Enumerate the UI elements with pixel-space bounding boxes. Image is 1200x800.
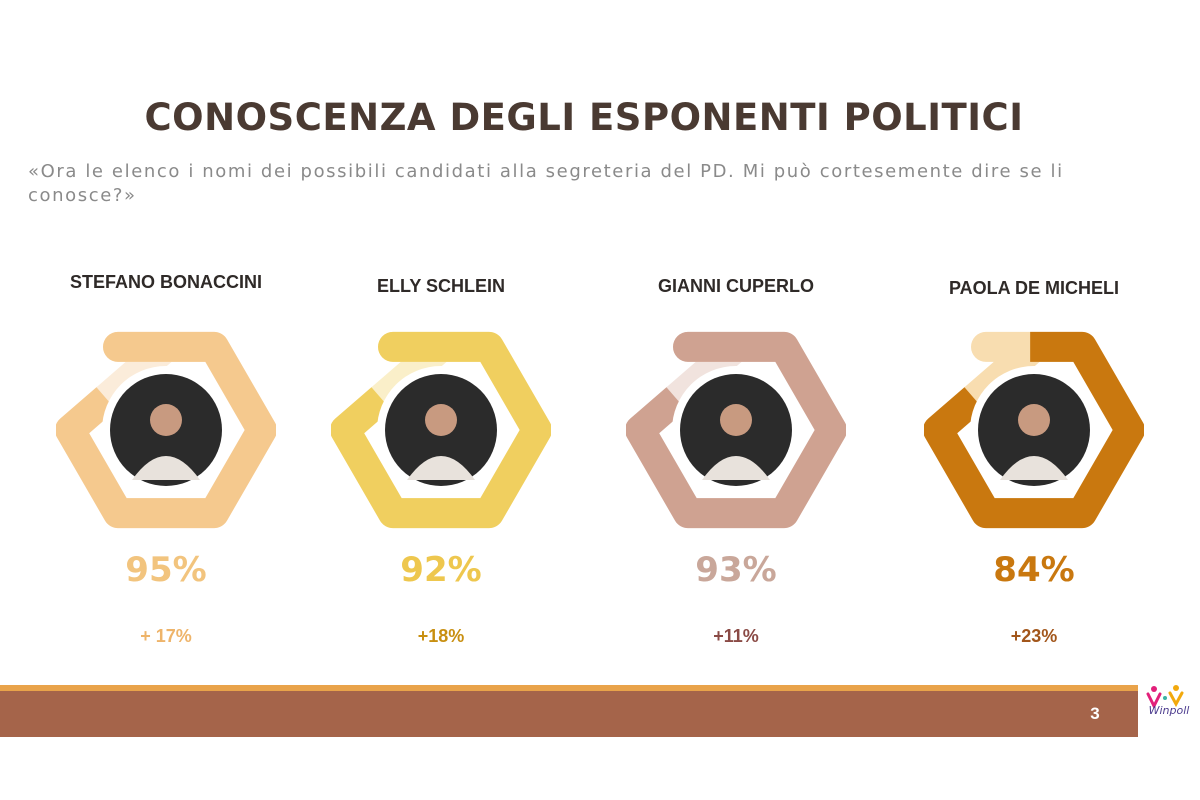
question-text: «Ora le elenco i nomi dei possibili cand… bbox=[28, 161, 1064, 206]
awareness-change: +23% bbox=[1010, 626, 1058, 646]
candidate-panel: STEFANO BONACCINI 95% + 17% bbox=[36, 0, 296, 680]
logo-wordmark: Winpoll bbox=[1148, 704, 1190, 717]
donut-value-segment bbox=[56, 331, 276, 529]
winpoll-logo: Winpoll bbox=[1140, 684, 1198, 724]
logo-figures-icon bbox=[1146, 685, 1184, 710]
candidate-name: PAOLA DE MICHELI bbox=[949, 278, 1119, 298]
person-body-icon bbox=[407, 456, 475, 480]
awareness-donut bbox=[56, 331, 276, 529]
person-head-icon bbox=[1018, 404, 1050, 436]
person-body-icon bbox=[702, 456, 770, 480]
awareness-percentage: 92% bbox=[400, 550, 482, 590]
person-body-icon bbox=[1000, 456, 1068, 480]
awareness-change: +18% bbox=[417, 626, 465, 646]
awareness-donut bbox=[626, 331, 846, 529]
donut-value-segment bbox=[626, 331, 846, 529]
candidate-panel: GIANNI CUPERLO 93% +11% bbox=[606, 0, 866, 680]
candidate-panel: PAOLA DE MICHELI 84% +23% bbox=[904, 0, 1164, 680]
person-head-icon bbox=[425, 404, 457, 436]
awareness-percentage: 95% bbox=[125, 550, 207, 590]
donut-value-segment bbox=[924, 331, 1144, 529]
awareness-change: +11% bbox=[713, 626, 759, 646]
awareness-percentage: 93% bbox=[695, 550, 777, 590]
awareness-donut bbox=[924, 331, 1144, 529]
awareness-percentage: 84% bbox=[993, 550, 1075, 590]
awareness-donut bbox=[331, 331, 551, 529]
donut-value-segment bbox=[331, 331, 551, 529]
candidate-name: GIANNI CUPERLO bbox=[657, 276, 814, 296]
page-number: 3 bbox=[1090, 704, 1100, 723]
candidate-name: ELLY SCHLEIN bbox=[376, 276, 506, 296]
footer-accent-line bbox=[0, 685, 1138, 691]
candidate-name: STEFANO BONACCINI bbox=[69, 272, 262, 292]
candidate-panel: ELLY SCHLEIN 92% +18% bbox=[311, 0, 571, 680]
person-head-icon bbox=[150, 404, 182, 436]
person-head-icon bbox=[720, 404, 752, 436]
footer-bar bbox=[0, 691, 1138, 737]
awareness-change: + 17% bbox=[140, 626, 192, 646]
person-body-icon bbox=[132, 456, 200, 480]
page-title: CONOSCENZA DEGLI ESPONENTI POLITICI bbox=[144, 96, 1024, 139]
